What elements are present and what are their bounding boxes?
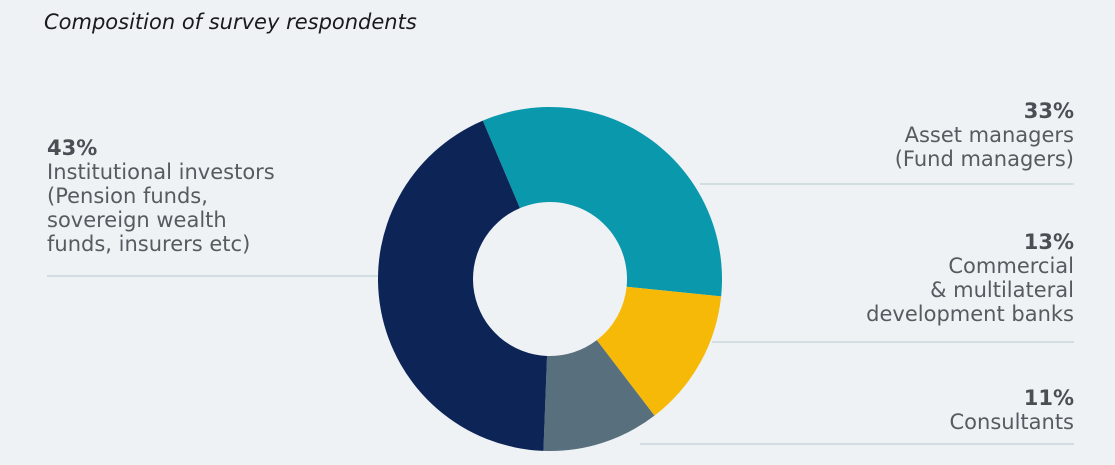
chart-title: Composition of survey respondents [44,10,417,34]
label-consultants-value: 11% [1023,386,1074,410]
slice-institutional [377,120,548,451]
label-asset-managers-value: 33% [1023,99,1074,123]
label-asset-managers: 33% Asset managers (Fund managers) [895,99,1074,171]
label-consultants: 11% Consultants [950,386,1075,434]
label-asset-managers-name: Asset managers (Fund managers) [894,123,1074,171]
label-banks-value: 13% [1023,230,1074,254]
label-institutional-name: Institutional investors (Pension funds, … [47,160,275,256]
slice-banks [596,286,722,416]
label-institutional: 43% Institutional investors (Pension fun… [47,136,275,256]
slice-consultants [543,340,655,451]
label-banks-name: Commercial & multilateral development ba… [866,254,1074,326]
label-banks: 13% Commercial & multilateral developmen… [866,230,1074,326]
label-institutional-value: 43% [47,136,98,160]
slice-asset-managers [482,106,723,297]
label-consultants-name: Consultants [949,410,1075,434]
